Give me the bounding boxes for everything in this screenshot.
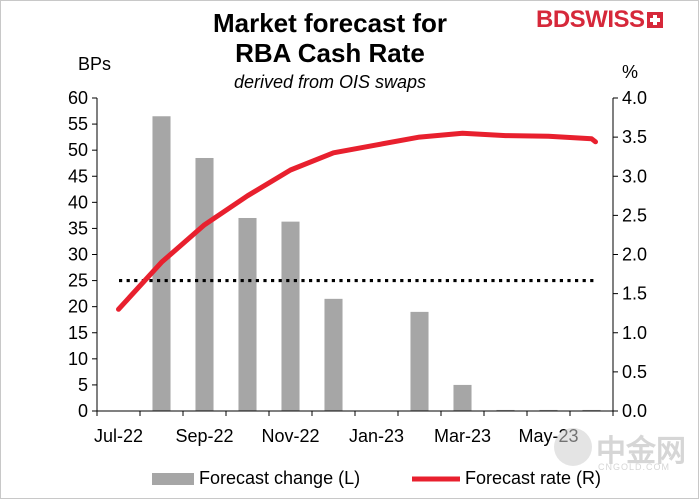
right-tick-label: 1.5 [622, 284, 647, 304]
chart-title-line1: Market forecast for [212, 8, 448, 38]
right-tick-label: 1.0 [622, 323, 647, 343]
left-tick-label: 25 [68, 271, 88, 291]
left-tick-label: 50 [68, 140, 88, 160]
left-tick-label: 40 [68, 192, 88, 212]
left-tick-label: 35 [68, 218, 88, 238]
left-tick-label: 20 [68, 297, 88, 317]
chart-subtitle: derived from OIS swaps [233, 72, 427, 92]
right-tick-label: 4.0 [622, 88, 647, 108]
bar [238, 217, 257, 411]
bar [582, 409, 601, 411]
brand-logo-text: BDSWISS [536, 6, 645, 33]
right-tick-label: 3.0 [622, 166, 647, 186]
x-tick-label: Mar-23 [434, 426, 491, 446]
left-tick-label: 55 [68, 114, 88, 134]
watermark-text: 中金网 [596, 435, 686, 468]
bar [539, 409, 558, 411]
watermark-logo-icon [554, 428, 592, 466]
bar [410, 311, 429, 411]
left-axis-unit: BPs [78, 54, 112, 74]
legend-label-forecast-rate: Forecast rate (R) [465, 468, 601, 488]
right-tick-label: 2.0 [622, 245, 647, 265]
x-tick-label: Jul-22 [94, 426, 143, 446]
left-tick-label: 60 [68, 88, 88, 108]
x-tick-label: Nov-22 [261, 426, 319, 446]
left-tick-label: 45 [68, 166, 88, 186]
bar [324, 298, 343, 411]
left-tick-label: 30 [68, 245, 88, 265]
legend-swatch-forecast-change [152, 473, 194, 485]
swiss-cross-icon [646, 12, 663, 28]
legend-label-forecast-change: Forecast change (L) [199, 468, 360, 488]
bar [281, 221, 300, 411]
chart-title-line2: RBA Cash Rate [235, 38, 425, 68]
x-tick-label: Sep-22 [175, 426, 233, 446]
watermark-subtext: CNGOLD.COM [598, 462, 671, 472]
left-tick-label: 5 [78, 375, 88, 395]
left-tick-label: 0 [78, 401, 88, 421]
bar [496, 409, 515, 411]
bar [453, 384, 472, 411]
right-tick-label: 0.5 [622, 362, 647, 382]
watermark: 中金网 CNGOLD.COM [552, 424, 692, 482]
bar [195, 157, 214, 411]
right-tick-label: 2.5 [622, 205, 647, 225]
left-tick-label: 10 [68, 349, 88, 369]
brand-logo: BDSWISS [536, 6, 663, 34]
right-tick-label: 0.0 [622, 401, 647, 421]
left-tick-label: 15 [68, 323, 88, 343]
x-tick-label: Jan-23 [349, 426, 404, 446]
series-line-forecast-rate [116, 130, 598, 312]
right-tick-label: 3.5 [622, 127, 647, 147]
right-axis-unit: % [622, 62, 639, 82]
